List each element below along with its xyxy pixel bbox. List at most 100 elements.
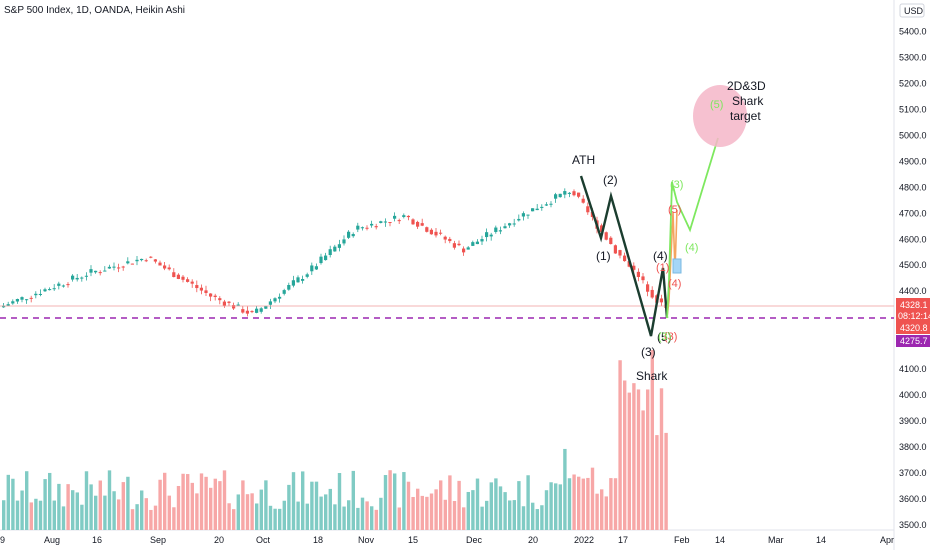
wave-dark-2-label: (2) [603, 173, 618, 187]
volume-bar [609, 478, 613, 530]
volume-bar [305, 503, 309, 530]
volume-bar [158, 479, 162, 530]
volume-bar [209, 487, 213, 530]
candle-body [434, 231, 438, 236]
candle-body [508, 223, 512, 226]
candle-body [301, 278, 305, 281]
volume-bar [61, 506, 66, 530]
volume-bar [632, 383, 636, 530]
volume-bar [650, 349, 654, 530]
volume-bar [572, 474, 576, 530]
x-tick-label: 9 [0, 535, 5, 545]
volume-bar [360, 497, 365, 530]
volume-bar [494, 478, 498, 530]
candle-body [291, 280, 295, 286]
volume-bar [388, 470, 392, 530]
volume-bar [402, 472, 406, 530]
candle-body [314, 266, 318, 270]
currency-badge[interactable] [899, 3, 925, 18]
candle-body [222, 301, 226, 306]
volume-bar [655, 435, 659, 530]
volume-bar [397, 507, 401, 530]
volume-bar [517, 481, 521, 530]
candle-body [190, 281, 194, 284]
candle-body [383, 221, 387, 223]
candle-body [650, 289, 654, 298]
volume-bar [434, 489, 438, 530]
volume-bar [153, 505, 158, 530]
candle-body [20, 297, 24, 300]
y-tick-label: 3800.0 [899, 442, 927, 452]
candle-body [600, 225, 604, 232]
volume-bar [627, 392, 631, 530]
prev-price-badge-value: 4320.8 [900, 323, 928, 333]
volume-bar [222, 470, 227, 530]
volume-bar [130, 509, 135, 530]
candle-body [250, 311, 254, 313]
volume-bar [544, 490, 549, 530]
y-tick-label: 5000.0 [899, 130, 927, 140]
candle-body [176, 274, 180, 279]
y-tick-label: 5100.0 [899, 104, 927, 114]
volume-bar [66, 484, 70, 530]
volume-bar [296, 501, 300, 530]
volume-bar [646, 389, 650, 530]
wave-green-4-label: (4) [685, 242, 698, 254]
candle-body [581, 198, 585, 203]
volume-bar [595, 493, 599, 530]
candle-body [264, 305, 268, 309]
wave-orange-3-label: (3) [664, 331, 677, 343]
candle-body [659, 298, 663, 303]
candle-body [494, 227, 498, 232]
volume-bar [103, 495, 107, 530]
wave-dark-path [579, 175, 669, 337]
candle-body [94, 270, 98, 273]
volume-bar [117, 499, 121, 530]
volume-bar [34, 498, 38, 530]
x-tick-label: Mar [768, 535, 784, 545]
y-tick-label: 4400.0 [899, 286, 927, 296]
volume-bar [75, 492, 79, 530]
volume-bar [586, 477, 590, 530]
candle-body [103, 270, 107, 272]
volume-bar [623, 380, 627, 530]
candle-body [259, 308, 263, 312]
candle-body [406, 215, 410, 218]
volume-bar [379, 497, 383, 530]
volume-bar [429, 493, 434, 530]
y-axis: 3500.0 3600.0 3700.0 3800.0 3900.0 4000.0 4100… [899, 27, 927, 530]
volume-bar [291, 472, 296, 530]
candle-body [75, 277, 79, 280]
candle-body [61, 285, 65, 287]
candle-body [540, 206, 544, 208]
volume-bar [613, 478, 618, 530]
candle-body [517, 218, 521, 221]
candle-body [89, 269, 93, 273]
candle-body [448, 238, 452, 242]
y-tick-label: 3900.0 [899, 416, 927, 426]
volume-bar [140, 490, 144, 530]
volume-bar [462, 507, 466, 530]
candle-body [135, 259, 139, 262]
volume-bar [310, 481, 314, 530]
candle-body [319, 256, 323, 264]
volume-bar [319, 496, 323, 530]
x-tick-label: 16 [92, 535, 102, 545]
candle-body [305, 274, 309, 277]
volume-bar [245, 494, 250, 530]
volume-bar [57, 483, 61, 530]
volume-bar [365, 501, 369, 530]
volume-bar [84, 471, 89, 530]
candle-body [623, 255, 627, 262]
volume-bar [259, 489, 263, 530]
line-badge-value: 4275.7 [900, 336, 928, 346]
volume-bar [425, 496, 429, 530]
x-axis: 9 Aug 16 Sep 20 Oct 18 Nov 15 Dec 20 2022 17 Feb 14 Mar… [0, 535, 894, 545]
candle-body [544, 204, 548, 206]
candle-body [337, 244, 341, 248]
wave-dark-4-label: (4) [653, 249, 668, 263]
volume-bar [278, 508, 282, 530]
volume-bar [416, 488, 420, 530]
candle-body [209, 293, 213, 297]
candle-body [167, 267, 171, 270]
